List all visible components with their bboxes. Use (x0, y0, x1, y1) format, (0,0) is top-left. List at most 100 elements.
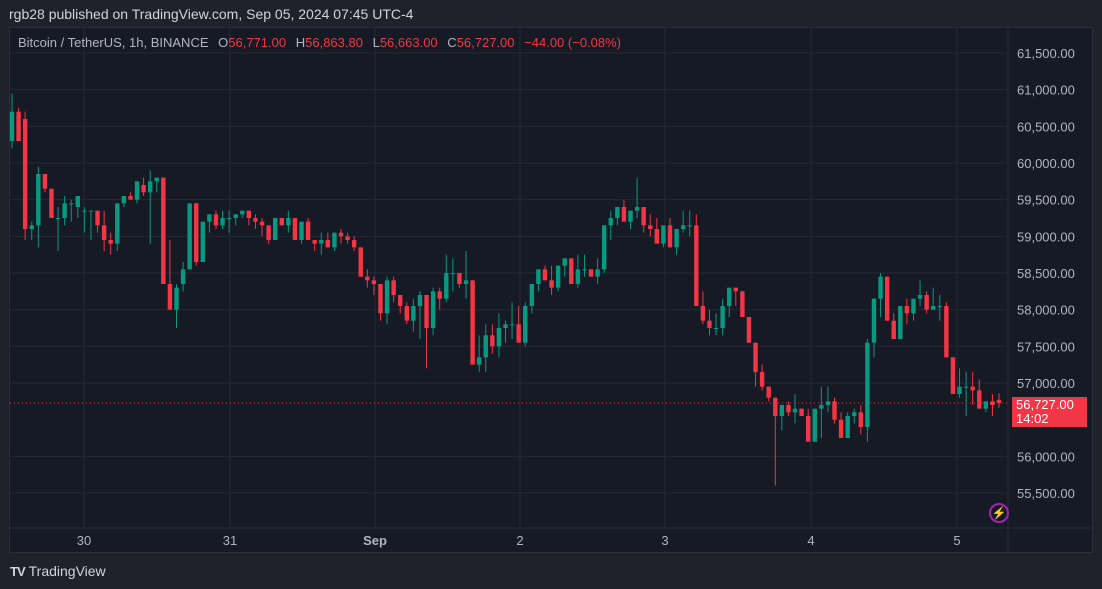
candle (69, 199, 74, 222)
candle (575, 254, 581, 288)
time-axis-label: 2 (516, 533, 523, 548)
candle (615, 207, 620, 226)
candle (766, 386, 771, 402)
candle (845, 412, 850, 438)
candle (490, 324, 495, 354)
candle (884, 276, 890, 321)
candle (819, 386, 824, 438)
candle (799, 408, 804, 416)
candle (773, 397, 778, 486)
candle (898, 306, 903, 339)
candle (325, 232, 331, 248)
candle (49, 188, 54, 218)
price-axis-label: 57,000.00 (1017, 376, 1075, 391)
candle (924, 291, 929, 314)
candle (463, 251, 469, 299)
open-value: 56,771.00 (228, 35, 287, 50)
candle (713, 313, 719, 336)
candle (674, 229, 679, 255)
candle (161, 177, 166, 284)
candle (983, 401, 989, 413)
candle (812, 408, 817, 442)
lightning-icon[interactable]: ⚡ (989, 503, 1009, 523)
candle (858, 405, 864, 435)
candle (588, 269, 594, 277)
candle (384, 276, 390, 325)
candle (187, 203, 192, 270)
price-axis-label: 61,000.00 (1017, 83, 1075, 98)
price-axis-label: 58,000.00 (1017, 303, 1075, 318)
candle (404, 302, 409, 325)
candle (950, 357, 956, 394)
candle (365, 269, 370, 288)
time-axis-label: 3 (661, 533, 668, 548)
candle (957, 368, 962, 398)
candle (865, 339, 870, 442)
candle (253, 214, 258, 229)
close-label: C (447, 35, 457, 50)
candle (694, 214, 699, 306)
candle (398, 295, 403, 314)
candle (667, 218, 673, 248)
candle (213, 210, 219, 229)
candle (523, 302, 528, 347)
candle (42, 174, 48, 193)
candle (332, 232, 337, 251)
candle (450, 258, 456, 292)
candle (108, 232, 113, 255)
candle (95, 210, 100, 233)
candle (542, 265, 548, 281)
candle (16, 108, 21, 141)
candle (990, 394, 995, 416)
time-axis-label: 30 (77, 533, 91, 548)
price-axis-label: 57,500.00 (1017, 339, 1075, 354)
candle (621, 199, 627, 222)
candle (134, 181, 140, 204)
candle (805, 408, 811, 442)
candle (871, 298, 877, 358)
time-axis-label: 31 (223, 533, 237, 548)
candle (147, 170, 153, 244)
candle (345, 232, 350, 244)
candle (496, 313, 502, 358)
candle (753, 342, 758, 387)
candle (963, 372, 969, 416)
price-axis-label: 56,000.00 (1017, 449, 1075, 464)
candle (733, 287, 738, 306)
candle (516, 306, 521, 343)
candle (641, 207, 646, 233)
candle (75, 196, 80, 218)
candle (904, 298, 910, 325)
candle (312, 240, 317, 251)
candle (29, 221, 34, 240)
candle (424, 295, 429, 369)
candle (931, 287, 936, 310)
price-axis-label: 59,500.00 (1017, 193, 1075, 208)
chart-pane[interactable] (9, 27, 1093, 553)
last-price-value: 56,727.00 (1016, 397, 1074, 412)
candle (299, 221, 304, 244)
publisher-caption: rgb28 published on TradingView.com, Sep … (9, 6, 414, 22)
candle (977, 379, 982, 409)
candle (595, 258, 600, 284)
low-value: 56,663.00 (379, 35, 438, 50)
candle (55, 207, 61, 251)
candle (740, 291, 745, 317)
price-axis-label: 61,500.00 (1017, 46, 1075, 61)
candle (279, 218, 284, 226)
candle (878, 273, 883, 317)
last-price-tag: 56,727.00 14:02 (1012, 397, 1087, 427)
candle (700, 291, 706, 325)
candle (720, 298, 725, 336)
candle (937, 295, 942, 321)
candle (707, 309, 712, 336)
time-axis-label: 5 (953, 533, 960, 548)
candle (687, 210, 692, 237)
candle (194, 203, 199, 266)
candle (628, 210, 633, 229)
candle (62, 196, 67, 226)
candle (509, 302, 515, 339)
symbol-title[interactable]: Bitcoin / TetherUS, 1h, BINANCE (18, 35, 209, 50)
brand-name: TradingView (28, 563, 106, 579)
